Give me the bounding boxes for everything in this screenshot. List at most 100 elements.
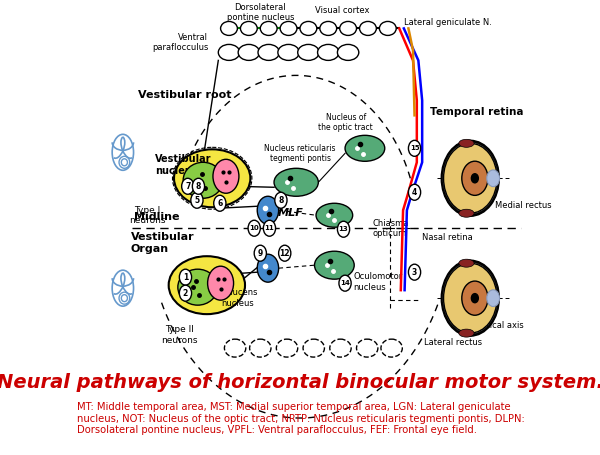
Circle shape: [339, 275, 351, 291]
Circle shape: [443, 262, 498, 334]
Ellipse shape: [241, 21, 257, 35]
Ellipse shape: [278, 45, 299, 61]
Ellipse shape: [183, 162, 223, 198]
Ellipse shape: [274, 168, 319, 196]
Text: optical axis: optical axis: [476, 321, 523, 329]
Text: Type I
neurons: Type I neurons: [129, 206, 166, 225]
Ellipse shape: [303, 339, 325, 357]
Circle shape: [278, 245, 291, 261]
Ellipse shape: [260, 21, 277, 35]
Ellipse shape: [298, 45, 319, 61]
Text: 3: 3: [412, 268, 417, 277]
Ellipse shape: [238, 45, 260, 61]
Text: Lateral geniculate N.: Lateral geniculate N.: [404, 18, 492, 27]
Ellipse shape: [258, 45, 280, 61]
Ellipse shape: [459, 259, 474, 267]
Ellipse shape: [224, 339, 246, 357]
Circle shape: [257, 254, 278, 282]
Ellipse shape: [459, 209, 474, 217]
Text: 9: 9: [257, 249, 263, 258]
Text: 11: 11: [265, 225, 274, 231]
Circle shape: [487, 170, 500, 187]
Text: Nucleus reticularis
tegmenti pontis: Nucleus reticularis tegmenti pontis: [264, 144, 336, 163]
Ellipse shape: [221, 21, 238, 35]
Ellipse shape: [218, 45, 239, 61]
Circle shape: [472, 293, 478, 303]
Text: Neural pathways of horizontal binocular motor system.: Neural pathways of horizontal binocular …: [0, 373, 600, 392]
Text: Nasal retina: Nasal retina: [422, 233, 473, 242]
Text: 8: 8: [196, 182, 201, 191]
Text: Temporal retina: Temporal retina: [430, 107, 523, 117]
Text: 14: 14: [340, 280, 350, 286]
Circle shape: [208, 266, 233, 300]
Ellipse shape: [314, 251, 354, 279]
Circle shape: [337, 221, 350, 237]
Text: 1: 1: [183, 273, 188, 282]
Ellipse shape: [178, 269, 218, 305]
Text: 6: 6: [217, 199, 223, 208]
Text: Medial rectus: Medial rectus: [495, 201, 551, 210]
Text: MLF: MLF: [278, 208, 304, 218]
Ellipse shape: [300, 21, 317, 35]
Circle shape: [214, 195, 226, 211]
Text: Vestibular
nucleus: Vestibular nucleus: [155, 155, 211, 176]
Ellipse shape: [459, 329, 474, 337]
Text: Midline: Midline: [134, 212, 179, 222]
Circle shape: [441, 140, 499, 216]
Circle shape: [257, 196, 278, 224]
Text: 2: 2: [183, 288, 188, 298]
Text: 13: 13: [338, 226, 349, 232]
Circle shape: [443, 142, 498, 214]
Circle shape: [193, 178, 205, 194]
Text: Nucleus of
the optic tract: Nucleus of the optic tract: [319, 113, 373, 132]
Ellipse shape: [379, 21, 396, 35]
Ellipse shape: [316, 203, 353, 227]
Ellipse shape: [317, 45, 339, 61]
Circle shape: [443, 263, 497, 333]
Circle shape: [182, 178, 194, 194]
Text: 4: 4: [412, 188, 417, 197]
Text: Abducens
nucleus: Abducens nucleus: [217, 288, 258, 308]
Ellipse shape: [250, 339, 271, 357]
Ellipse shape: [174, 149, 250, 207]
Text: Type II
neurons: Type II neurons: [161, 325, 197, 345]
Text: Chiasma
opticum: Chiasma opticum: [373, 218, 409, 238]
Circle shape: [409, 264, 421, 280]
Text: 12: 12: [280, 249, 290, 258]
Text: Visual cortex: Visual cortex: [315, 6, 369, 15]
Ellipse shape: [277, 339, 298, 357]
Ellipse shape: [356, 339, 378, 357]
Ellipse shape: [169, 256, 245, 314]
Text: 5: 5: [194, 196, 199, 205]
Circle shape: [263, 220, 275, 236]
Circle shape: [443, 143, 497, 213]
Text: Vestibular
Organ: Vestibular Organ: [130, 233, 194, 254]
Text: Vestibular root: Vestibular root: [138, 91, 232, 101]
Circle shape: [409, 184, 421, 200]
Circle shape: [462, 161, 488, 195]
Ellipse shape: [381, 339, 403, 357]
Circle shape: [409, 140, 421, 157]
Circle shape: [472, 174, 478, 183]
Circle shape: [441, 260, 499, 336]
Circle shape: [275, 192, 287, 208]
Text: 7: 7: [185, 182, 190, 191]
Text: MT: Middle temporal area, MST: Medial superior temporal area, LGN: Lateral genic: MT: Middle temporal area, MST: Medial su…: [77, 402, 525, 435]
Text: 8: 8: [278, 196, 284, 205]
Circle shape: [254, 245, 266, 261]
Circle shape: [248, 220, 260, 236]
Circle shape: [213, 159, 239, 193]
Text: Ventral
paraflocculus: Ventral paraflocculus: [152, 33, 208, 52]
Circle shape: [179, 285, 191, 301]
Text: 10: 10: [250, 225, 259, 231]
Text: Dorsolateral
pontine nucleus: Dorsolateral pontine nucleus: [227, 3, 294, 22]
Ellipse shape: [459, 139, 474, 147]
Circle shape: [179, 269, 191, 285]
Ellipse shape: [320, 21, 337, 35]
Ellipse shape: [359, 21, 376, 35]
Text: 15: 15: [410, 145, 419, 152]
Circle shape: [462, 281, 488, 315]
Ellipse shape: [330, 339, 351, 357]
Circle shape: [191, 192, 203, 208]
Text: Oculomotor
nucleus: Oculomotor nucleus: [353, 273, 403, 292]
